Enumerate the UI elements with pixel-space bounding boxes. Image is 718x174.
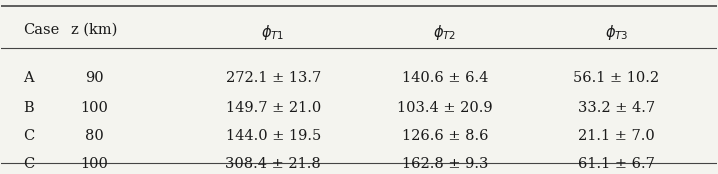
Text: z (km): z (km) xyxy=(71,23,118,37)
Text: 90: 90 xyxy=(85,71,103,85)
Text: 100: 100 xyxy=(80,157,108,171)
Text: 80: 80 xyxy=(85,129,103,143)
Text: C: C xyxy=(23,129,34,143)
Text: A: A xyxy=(23,71,34,85)
Text: $\phi_{T1}$: $\phi_{T1}$ xyxy=(261,23,285,42)
Text: 33.2 ± 4.7: 33.2 ± 4.7 xyxy=(578,101,655,114)
Text: 308.4 ± 21.8: 308.4 ± 21.8 xyxy=(225,157,321,171)
Text: 162.8 ± 9.3: 162.8 ± 9.3 xyxy=(401,157,488,171)
Text: Case: Case xyxy=(23,23,59,37)
Text: 140.6 ± 6.4: 140.6 ± 6.4 xyxy=(401,71,488,85)
Text: 126.6 ± 8.6: 126.6 ± 8.6 xyxy=(401,129,488,143)
Text: 56.1 ± 10.2: 56.1 ± 10.2 xyxy=(574,71,660,85)
Text: 100: 100 xyxy=(80,101,108,114)
Text: C: C xyxy=(23,157,34,171)
Text: B: B xyxy=(23,101,34,114)
Text: 272.1 ± 13.7: 272.1 ± 13.7 xyxy=(225,71,321,85)
Text: 103.4 ± 20.9: 103.4 ± 20.9 xyxy=(397,101,493,114)
Text: 61.1 ± 6.7: 61.1 ± 6.7 xyxy=(578,157,655,171)
Text: 144.0 ± 19.5: 144.0 ± 19.5 xyxy=(225,129,321,143)
Text: $\phi_{T2}$: $\phi_{T2}$ xyxy=(433,23,457,42)
Text: 21.1 ± 7.0: 21.1 ± 7.0 xyxy=(578,129,655,143)
Text: 149.7 ± 21.0: 149.7 ± 21.0 xyxy=(225,101,321,114)
Text: $\phi_{T3}$: $\phi_{T3}$ xyxy=(605,23,628,42)
